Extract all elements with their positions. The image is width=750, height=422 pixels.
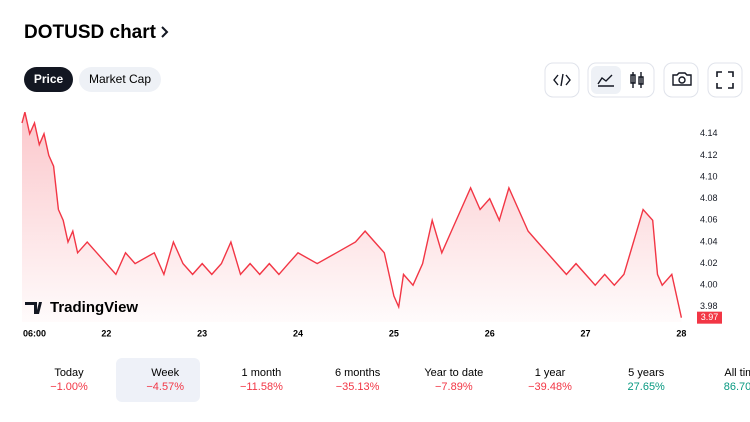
y-tick-label: 4.00 xyxy=(700,280,718,290)
y-tick-label: 4.06 xyxy=(700,215,718,225)
camera-lens xyxy=(678,76,686,84)
tab-label[interactable]: Market Cap xyxy=(89,72,151,86)
y-tick-label: 4.04 xyxy=(700,236,718,246)
area-icon xyxy=(597,74,614,87)
period-highlight xyxy=(116,358,200,402)
period-label: Today xyxy=(54,367,84,379)
periods: Today −1.00% Week −4.57% 1 month −11.58% 6 mon… xyxy=(50,367,750,393)
last-price: 3.97 xyxy=(701,312,719,322)
price-line xyxy=(21,112,683,318)
y-tick-label: 4.10 xyxy=(700,171,718,181)
x-tick-label: 06:00 xyxy=(23,328,46,338)
period-change: −7.89% xyxy=(435,381,473,393)
x-tick-label: 27 xyxy=(581,328,591,338)
fullscreen-icon xyxy=(716,71,734,89)
period-change: 86.70% xyxy=(724,381,750,393)
period-label: 6 months xyxy=(335,367,381,379)
brand: TradingView xyxy=(50,299,138,316)
x-tick-label: 24 xyxy=(293,328,303,338)
tab-market-cap[interactable] xyxy=(79,67,161,92)
last-price-box xyxy=(697,311,722,324)
x-tick-label: 22 xyxy=(101,328,111,338)
x-tick-label: 26 xyxy=(485,328,495,338)
period-label: All time xyxy=(724,367,750,379)
embed-icon xyxy=(553,73,571,87)
snapshot-button[interactable] xyxy=(663,62,699,98)
period-change: −11.58% xyxy=(240,381,283,393)
y-tick-label: 3.98 xyxy=(700,301,718,311)
period-label: 1 month xyxy=(242,367,282,379)
fullscreen-button[interactable] xyxy=(707,62,743,98)
area xyxy=(22,112,682,322)
brand-logo xyxy=(25,302,42,314)
period-change: −1.00% xyxy=(50,381,88,393)
chevron xyxy=(161,26,169,38)
y-tick-label: 4.12 xyxy=(700,150,718,160)
period-label: Week xyxy=(151,367,179,379)
x-tick-label: 23 xyxy=(197,328,207,338)
period-label: 1 year xyxy=(535,367,566,379)
period-change: −4.57% xyxy=(146,381,184,393)
y-tick-label: 4.08 xyxy=(700,193,718,203)
candle-icon xyxy=(630,72,644,88)
x-tick-label: 25 xyxy=(389,328,399,338)
y-tick-label: 4.14 xyxy=(700,128,718,138)
period-change: −35.13% xyxy=(336,381,380,393)
title: DOTUSD chart xyxy=(24,22,157,43)
tab-price[interactable] xyxy=(24,67,73,92)
x-tick-label: 28 xyxy=(676,328,686,338)
y-tick-label: 4.02 xyxy=(700,258,718,268)
period-label: 5 years xyxy=(628,367,665,379)
candle-button[interactable] xyxy=(623,66,651,94)
period-label: Year to date xyxy=(424,367,483,379)
period-change: 27.65% xyxy=(628,381,666,393)
tab-label[interactable]: Price xyxy=(34,72,64,86)
camera-icon xyxy=(672,72,692,86)
period-change: −39.48% xyxy=(528,381,572,393)
plot: 3.98 4.00 4.02 4.04 4.06 4.08 4.10 4.12 4.14 06:0… xyxy=(21,112,722,338)
area-button[interactable] xyxy=(591,66,621,94)
